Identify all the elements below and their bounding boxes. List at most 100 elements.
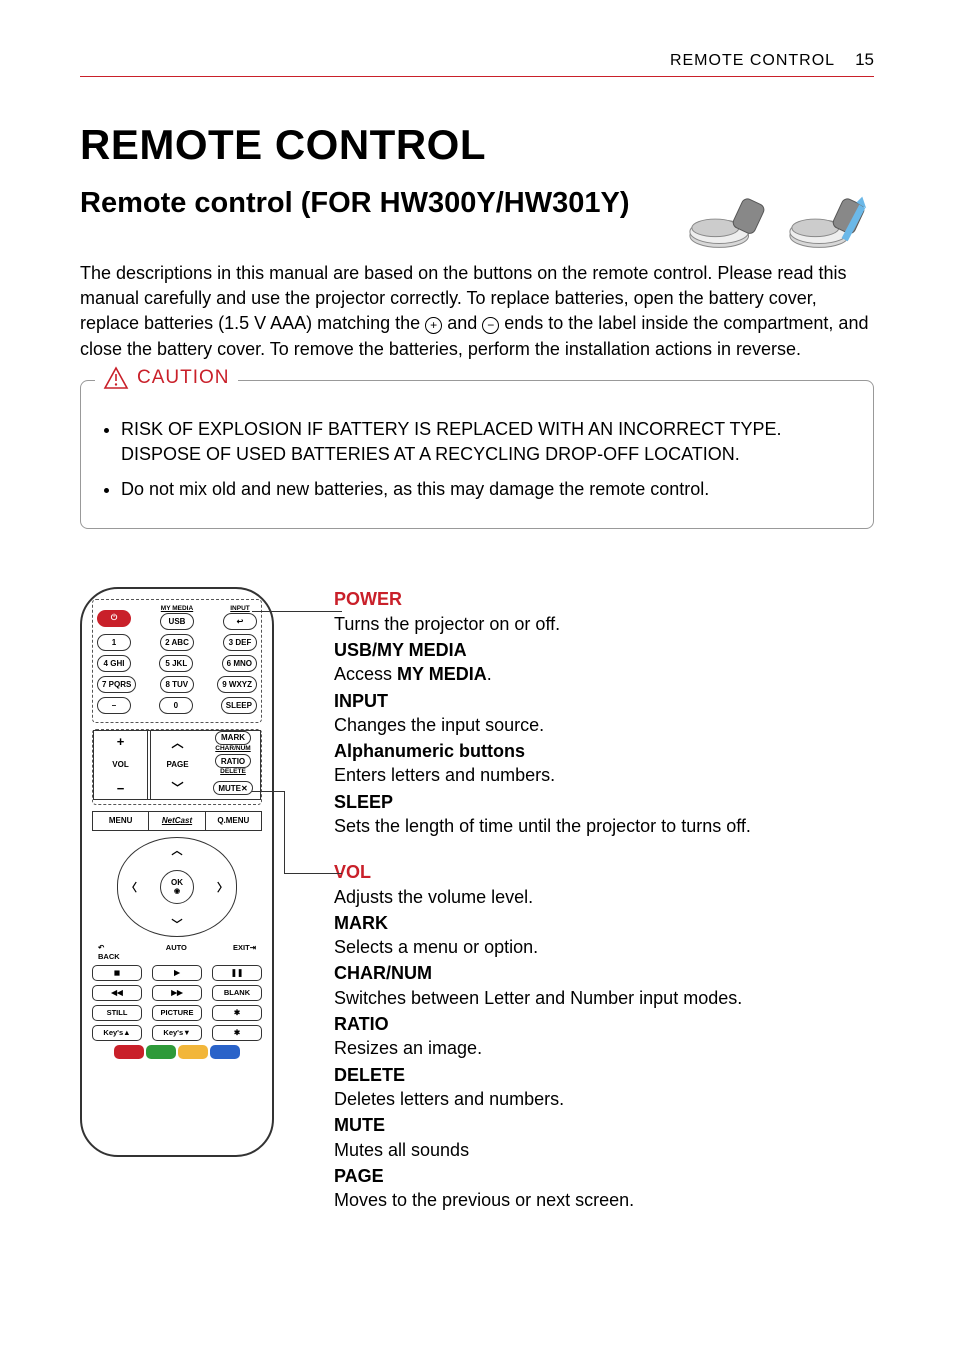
desc-title: VOL (334, 860, 874, 884)
delete-label: DELETE (220, 769, 246, 776)
still-button: STILL (92, 1005, 142, 1021)
num-5: 5 JKL (159, 655, 193, 672)
desc-body: Turns the projector on or off. (334, 612, 874, 636)
battery-thumb-open (686, 189, 774, 255)
description-column: POWER Turns the projector on or off. USB… (334, 587, 874, 1214)
auto-label: AUTO (166, 943, 187, 961)
page-header: REMOTE CONTROL 15 (80, 50, 874, 77)
header-page-number: 15 (855, 50, 874, 70)
connector-line (252, 611, 342, 612)
desc-body: Resizes an image. (334, 1036, 874, 1060)
caution-label: CAUTION (95, 366, 238, 390)
desc-item: Alphanumeric buttons Enters letters and … (334, 739, 874, 788)
minus-icon: − (482, 317, 499, 334)
desc-title: INPUT (334, 689, 874, 713)
desc-item: USB/MY MEDIA Access MY MEDIA. (334, 638, 874, 687)
arrow-left-icon: 〈 (126, 879, 137, 895)
pause-button: ❚❚ (212, 965, 262, 981)
remote-group-1: ⏻ MY MEDIA USB INPUT ↩ 1 2 ABC 3 D (92, 599, 262, 723)
keys-up-button: Key's▲ (92, 1025, 142, 1041)
desc-title: MUTE (334, 1113, 874, 1137)
desc-body: Changes the input source. (334, 713, 874, 737)
desc-body: Switches between Letter and Number input… (334, 986, 874, 1010)
desc-item: MUTE Mutes all sounds (334, 1113, 874, 1162)
color-buttons (92, 1045, 262, 1059)
battery-thumb-insert (786, 189, 874, 255)
warning-icon (103, 366, 129, 390)
section-heading: Remote control (FOR HW300Y/HW301Y) (80, 185, 662, 221)
desc-body: Adjusts the volume level. (334, 885, 874, 909)
page-title: REMOTE CONTROL (80, 121, 874, 169)
caution-item: Do not mix old and new batteries, as thi… (121, 477, 853, 502)
usb-button: USB (160, 613, 194, 630)
desc-title: Alphanumeric buttons (334, 739, 874, 763)
desc-item: DELETE Deletes letters and numbers. (334, 1063, 874, 1112)
connector-line (284, 791, 285, 873)
num-2: 2 ABC (160, 634, 194, 651)
plus-icon: + (425, 317, 442, 334)
mark-button: MARK (215, 731, 251, 745)
desc-title: USB/MY MEDIA (334, 638, 874, 662)
desc-title: PAGE (334, 1164, 874, 1188)
arrow-down-icon: ﹀ (172, 916, 183, 932)
caution-item: RISK OF EXPLOSION IF BATTERY IS REPLACED… (121, 417, 853, 467)
num-6: 6 MNO (222, 655, 257, 672)
color-button-blue (210, 1045, 240, 1059)
star-button-2: ✱ (212, 1025, 262, 1041)
color-button-green (146, 1045, 176, 1059)
connector-line (284, 873, 342, 874)
num-dash: – (97, 697, 131, 714)
desc-body: Sets the length of time until the projec… (334, 814, 874, 838)
charnum-label: CHAR/NUM (215, 746, 250, 753)
desc-item: SLEEP Sets the length of time until the … (334, 790, 874, 839)
num-9: 9 WXYZ (217, 676, 257, 693)
rew-button: ◀◀ (92, 985, 142, 1001)
desc-group-1: POWER Turns the projector on or off. USB… (334, 587, 874, 838)
blank-button: BLANK (212, 985, 262, 1001)
desc-body: Selects a menu or option. (334, 935, 874, 959)
dpad: ︿ ﹀ 〈 〉 OK ◉ (117, 837, 237, 937)
desc-item: VOL Adjusts the volume level. (334, 860, 874, 909)
desc-title: DELETE (334, 1063, 874, 1087)
page-label: PAGE (166, 760, 188, 769)
remote-control-diagram: ⏻ MY MEDIA USB INPUT ↩ 1 2 ABC 3 D (80, 587, 274, 1157)
remote-column: ⏻ MY MEDIA USB INPUT ↩ 1 2 ABC 3 D (80, 587, 280, 1157)
desc-body: Access MY MEDIA. (334, 662, 874, 686)
arrow-right-icon: 〉 (217, 879, 228, 895)
header-section: REMOTE CONTROL (670, 52, 835, 70)
ok-button: OK ◉ (160, 870, 194, 904)
diagram-row: ⏻ MY MEDIA USB INPUT ↩ 1 2 ABC 3 D (80, 587, 874, 1214)
ratio-button: RATIO (215, 754, 251, 768)
caution-box: CAUTION RISK OF EXPLOSION IF BATTERY IS … (80, 380, 874, 530)
back-label: ↶BACK (98, 943, 120, 961)
desc-item: MARK Selects a menu or option. (334, 911, 874, 960)
input-label: INPUT (230, 606, 250, 613)
desc-item: POWER Turns the projector on or off. (334, 587, 874, 636)
desc-title: SLEEP (334, 790, 874, 814)
battery-diagrams (686, 185, 874, 255)
color-button-red (114, 1045, 144, 1059)
desc-body: Moves to the previous or next screen. (334, 1188, 874, 1212)
connector-line (252, 791, 284, 792)
color-button-yellow (178, 1045, 208, 1059)
desc-title: MARK (334, 911, 874, 935)
input-button: ↩ (223, 613, 257, 630)
num-7: 7 PQRS (97, 676, 136, 693)
mymedia-label: MY MEDIA (161, 606, 193, 613)
page: REMOTE CONTROL 15 REMOTE CONTROL Remote … (0, 0, 954, 1274)
vol-label: VOL (112, 760, 128, 769)
star-button: ✱ (212, 1005, 262, 1021)
num-0: 0 (159, 697, 193, 714)
num-3: 3 DEF (223, 634, 257, 651)
desc-body: Enters letters and numbers. (334, 763, 874, 787)
stop-button: ◼ (92, 965, 142, 981)
qmenu-button: Q.MENU (206, 812, 261, 830)
intro-text-2: and (442, 313, 482, 333)
desc-group-2: VOL Adjusts the volume level. MARK Selec… (334, 860, 874, 1212)
desc-title: RATIO (334, 1012, 874, 1036)
num-8: 8 TUV (160, 676, 194, 693)
power-icon: ⏻ (97, 610, 131, 627)
subhead-row: Remote control (FOR HW300Y/HW301Y) (80, 185, 874, 255)
arrow-up-icon: ︿ (172, 842, 183, 858)
sleep-button: SLEEP (221, 697, 257, 714)
